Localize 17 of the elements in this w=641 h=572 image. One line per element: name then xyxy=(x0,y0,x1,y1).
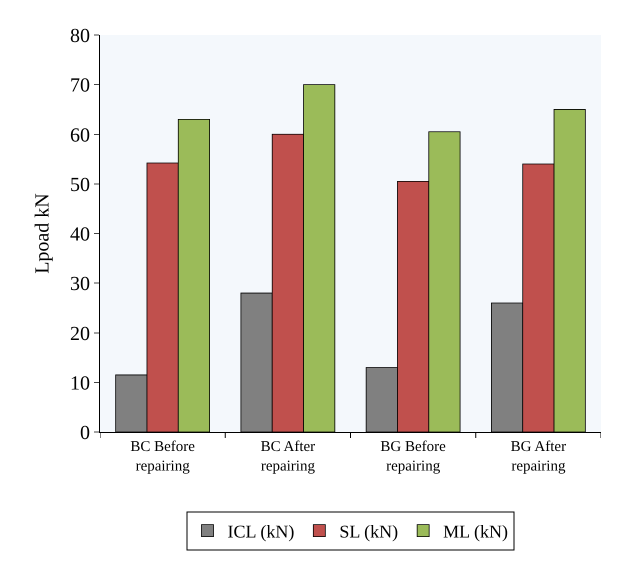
y-tick-label: 50 xyxy=(70,174,90,196)
y-tick-label: 10 xyxy=(70,372,90,394)
y-tick-label: 0 xyxy=(80,422,90,444)
x-tick-label: BG After repairing xyxy=(510,439,566,474)
x-tick-label: BC After repairing xyxy=(260,439,316,474)
legend-label: ML (kN) xyxy=(443,522,508,542)
y-tick-label: 70 xyxy=(70,74,90,97)
y-axis-title: Lpoad kN xyxy=(32,193,54,274)
legend-label: SL (kN) xyxy=(339,522,398,542)
y-tick-label: 60 xyxy=(70,124,90,146)
x-tick-label: BG Before repairing xyxy=(380,439,446,474)
legend-label: ICL (kN) xyxy=(228,522,294,542)
y-tick-label: 80 xyxy=(70,25,90,47)
y-tick-label: 20 xyxy=(70,322,90,345)
x-tick-label: BC Before repairing xyxy=(130,439,196,474)
y-tick-label: 30 xyxy=(70,273,90,296)
y-tick-label: 40 xyxy=(70,224,90,246)
